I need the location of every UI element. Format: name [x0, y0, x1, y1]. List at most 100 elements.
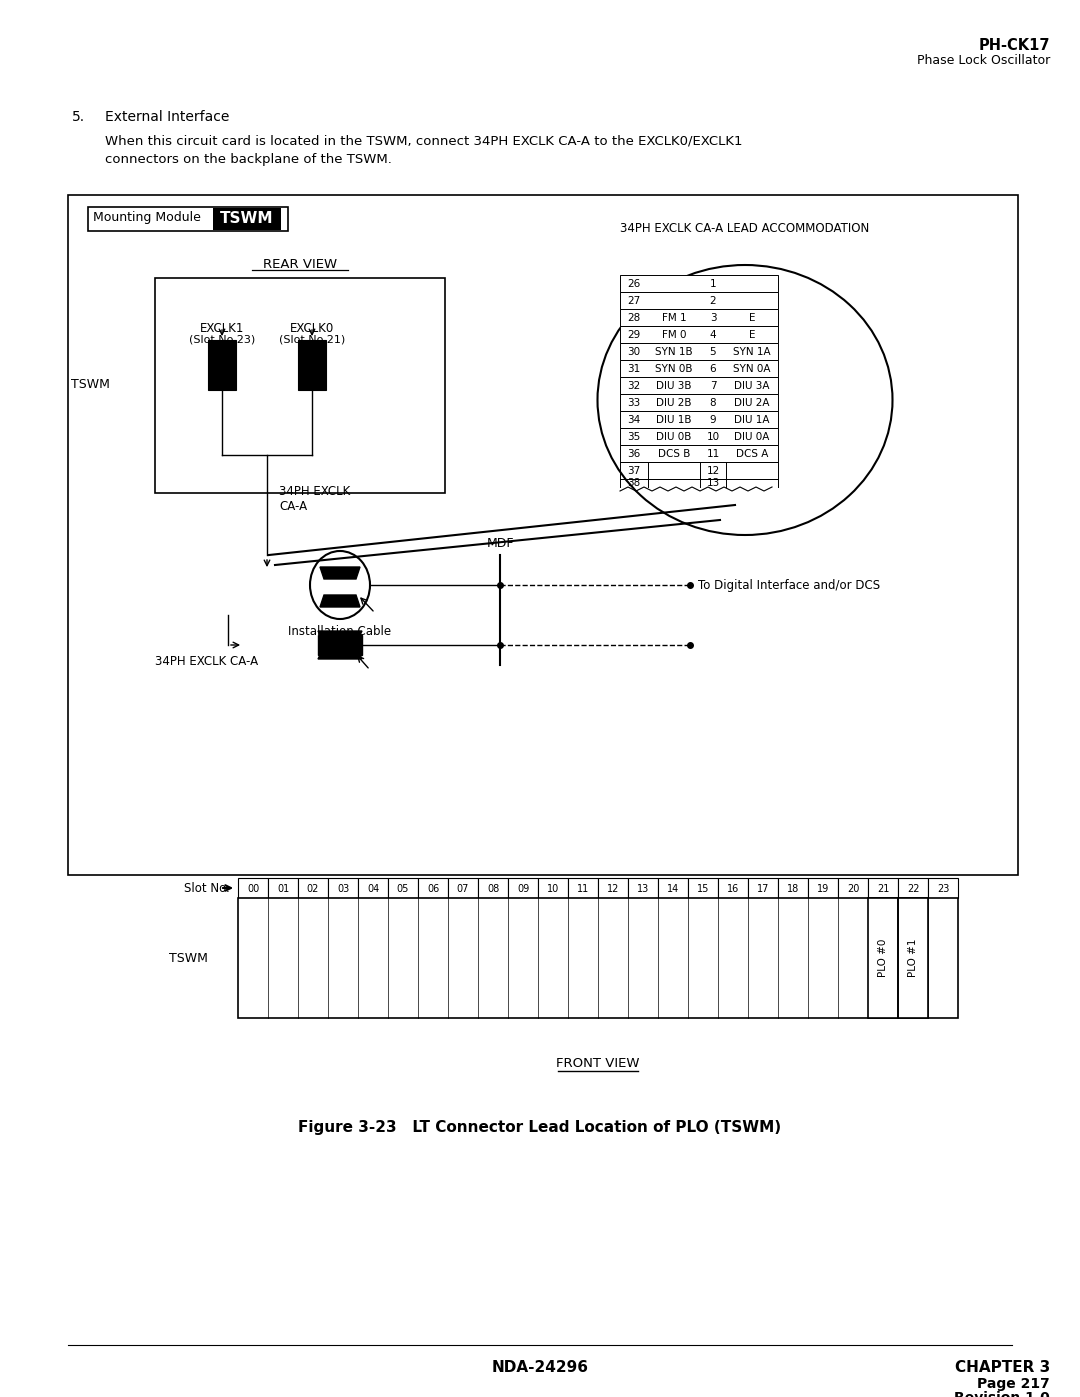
Text: NDA-24296: NDA-24296 [491, 1361, 589, 1375]
Bar [208, 339, 237, 390]
Text: 10: 10 [546, 884, 559, 894]
Bar [620, 394, 778, 411]
Text: 16: 16 [727, 884, 739, 894]
Bar [238, 898, 958, 1018]
Bar [868, 877, 897, 898]
Text: 30: 30 [627, 346, 640, 358]
Bar [568, 877, 598, 898]
Text: 34PH EXCLK
CA-A: 34PH EXCLK CA-A [279, 485, 350, 513]
Text: REAR VIEW: REAR VIEW [262, 258, 337, 271]
Bar [357, 877, 388, 898]
Text: 26: 26 [627, 279, 640, 289]
Text: 01: 01 [276, 884, 289, 894]
Bar [897, 877, 928, 898]
Text: E: E [748, 313, 755, 323]
Text: Figure 3-23   LT Connector Lead Location of PLO (TSWM): Figure 3-23 LT Connector Lead Location o… [298, 1120, 782, 1134]
Bar [213, 208, 281, 231]
Text: DIU 0B: DIU 0B [657, 432, 691, 441]
Text: DIU 3A: DIU 3A [734, 381, 770, 391]
Text: 13: 13 [706, 478, 719, 488]
Text: 7: 7 [710, 381, 716, 391]
Text: DIU 3B: DIU 3B [657, 381, 692, 391]
Bar [620, 427, 778, 446]
Text: Installation Cable: Installation Cable [288, 624, 392, 638]
Bar [624, 462, 782, 467]
Bar [68, 196, 1018, 875]
Text: DIU 1B: DIU 1B [657, 415, 692, 425]
Text: TSWM: TSWM [168, 951, 207, 964]
Text: EXCLK0: EXCLK0 [289, 321, 334, 335]
Text: 38: 38 [627, 478, 640, 488]
Text: 07: 07 [457, 884, 469, 894]
Text: 31: 31 [627, 365, 640, 374]
Bar [620, 344, 778, 360]
Bar [538, 877, 568, 898]
Text: 35: 35 [627, 432, 640, 441]
Bar [620, 292, 778, 309]
Text: FM 0: FM 0 [662, 330, 686, 339]
Text: 32: 32 [627, 381, 640, 391]
Text: TSWM: TSWM [220, 211, 273, 226]
Text: MDF: MDF [486, 536, 514, 550]
Text: Mounting Module: Mounting Module [93, 211, 201, 224]
Bar [868, 898, 897, 1018]
Text: Revision 1.0: Revision 1.0 [955, 1391, 1050, 1397]
Text: 11: 11 [577, 884, 589, 894]
Text: FRONT VIEW: FRONT VIEW [556, 1058, 639, 1070]
Text: DIU 0A: DIU 0A [734, 432, 770, 441]
Text: 8: 8 [710, 398, 716, 408]
Text: Phase Lock Oscillator: Phase Lock Oscillator [917, 54, 1050, 67]
Bar [778, 275, 782, 467]
Polygon shape [318, 651, 362, 659]
Text: 23: 23 [936, 884, 949, 894]
Bar [298, 877, 328, 898]
Text: 18: 18 [787, 884, 799, 894]
Bar [868, 898, 897, 1018]
Text: TSWM: TSWM [71, 379, 110, 391]
Bar [748, 877, 778, 898]
Bar [620, 360, 778, 377]
Text: 5: 5 [710, 346, 716, 358]
Bar [156, 278, 445, 493]
Text: 05: 05 [396, 884, 409, 894]
Text: 9: 9 [710, 415, 716, 425]
Text: PLO #0: PLO #0 [878, 939, 888, 977]
Text: SYN 1B: SYN 1B [656, 346, 692, 358]
Bar [620, 446, 778, 462]
Text: DCS B: DCS B [658, 448, 690, 460]
Bar [620, 326, 778, 344]
Text: 34PH EXCLK CA-A LEAD ACCOMMODATION: 34PH EXCLK CA-A LEAD ACCOMMODATION [620, 222, 869, 235]
Text: DIU 2B: DIU 2B [657, 398, 692, 408]
Text: 3: 3 [710, 313, 716, 323]
Text: 6: 6 [710, 365, 716, 374]
Text: SYN 1A: SYN 1A [733, 346, 771, 358]
Text: PH-CK17: PH-CK17 [978, 38, 1050, 53]
Polygon shape [320, 595, 360, 608]
Text: 29: 29 [627, 330, 640, 339]
Bar [688, 877, 718, 898]
Text: SYN 0A: SYN 0A [733, 365, 771, 374]
Polygon shape [320, 567, 360, 578]
Text: 09: 09 [517, 884, 529, 894]
Bar [508, 877, 538, 898]
Bar [418, 877, 448, 898]
Bar [87, 207, 288, 231]
Text: EXCLK1: EXCLK1 [200, 321, 244, 335]
Text: 34: 34 [627, 415, 640, 425]
Text: SYN 0B: SYN 0B [656, 365, 692, 374]
Text: 4: 4 [710, 330, 716, 339]
Text: 11: 11 [706, 448, 719, 460]
Text: 27: 27 [627, 296, 640, 306]
Bar [238, 877, 268, 898]
Bar [448, 877, 478, 898]
Text: 04: 04 [367, 884, 379, 894]
Text: 22: 22 [907, 884, 919, 894]
Text: DCS A: DCS A [735, 448, 768, 460]
Bar [620, 309, 778, 326]
Text: 19: 19 [816, 884, 829, 894]
Text: (Slot No.21): (Slot No.21) [279, 335, 346, 345]
Bar [627, 877, 658, 898]
Bar [620, 275, 778, 292]
Text: 12: 12 [706, 467, 719, 476]
Text: (Slot No.23): (Slot No.23) [189, 335, 255, 345]
